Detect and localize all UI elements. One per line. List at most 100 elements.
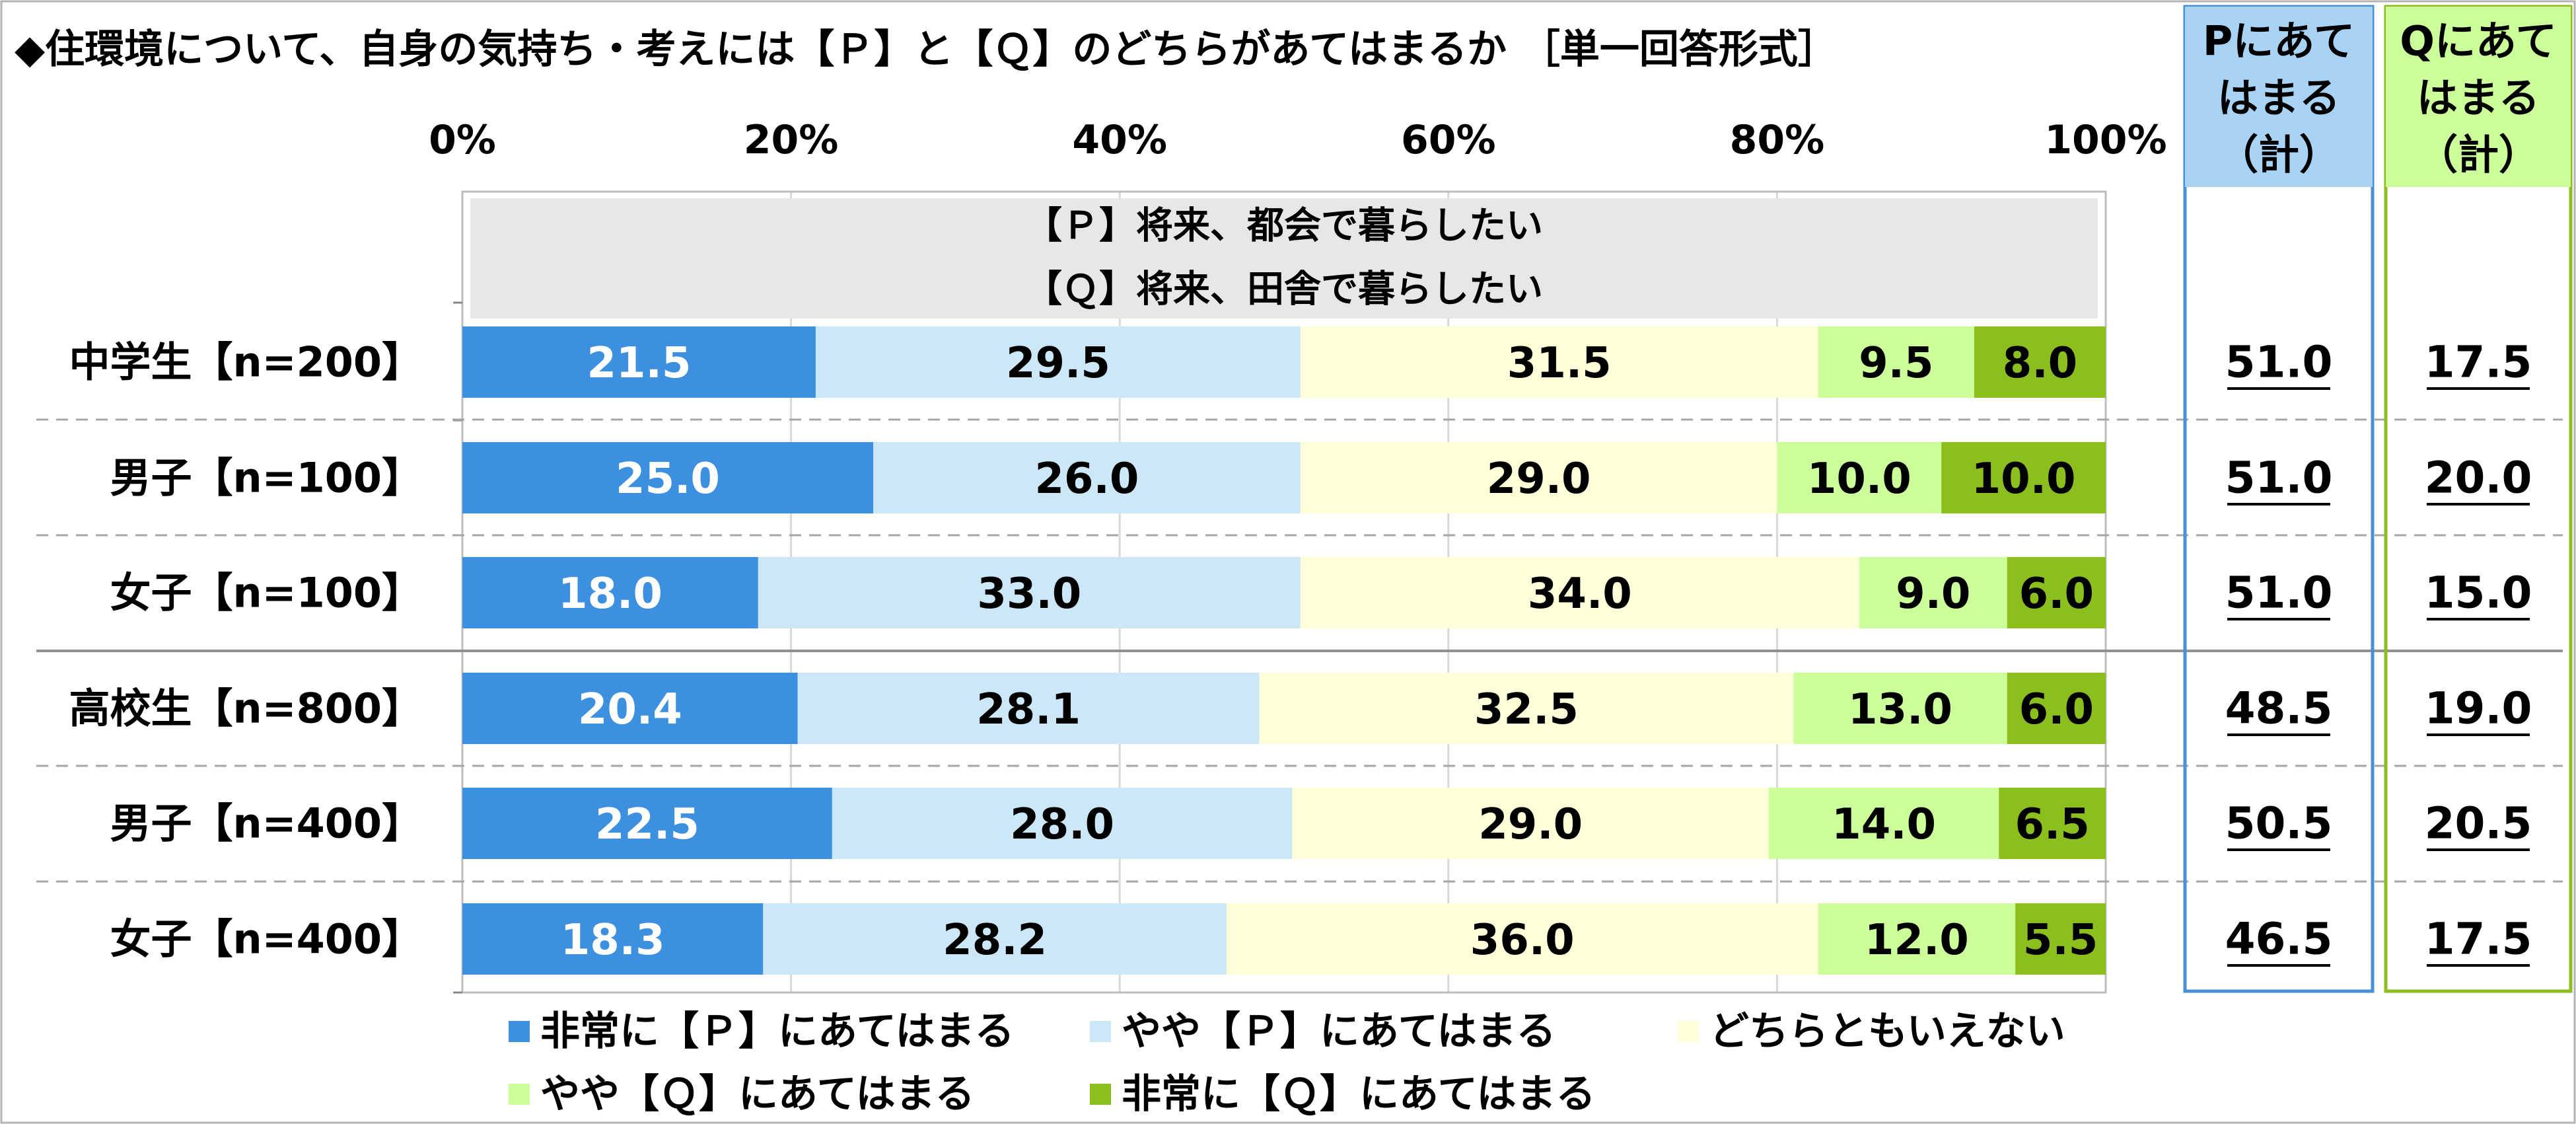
total-value: 46.5 bbox=[2225, 914, 2333, 965]
total-value: 51.0 bbox=[2225, 568, 2333, 618]
totals-header-text: はまる bbox=[2217, 74, 2340, 122]
bar-value-label: 28.2 bbox=[943, 916, 1047, 965]
bar-segment bbox=[1768, 788, 1999, 859]
bar-segment bbox=[462, 442, 873, 513]
bar-value-label: 14.0 bbox=[1832, 800, 1936, 849]
category-label: 高校生【n=800】 bbox=[69, 685, 423, 733]
total-value: 50.5 bbox=[2225, 798, 2333, 849]
total-value: 17.5 bbox=[2425, 914, 2532, 965]
bar-segment bbox=[815, 326, 1301, 398]
legend-label: どちらともいえない bbox=[1709, 1008, 2065, 1055]
bar-segment bbox=[462, 326, 816, 398]
bar-value-label: 8.0 bbox=[2003, 339, 2077, 388]
bar-value-label: 18.3 bbox=[561, 916, 665, 965]
total-value: 19.0 bbox=[2425, 683, 2532, 734]
totals-header-text: （計） bbox=[2417, 131, 2540, 179]
bar-value-label: 18.0 bbox=[558, 570, 662, 618]
bar-segment bbox=[763, 903, 1227, 975]
bar-value-label: 6.0 bbox=[2019, 570, 2094, 618]
bar-value-label: 25.0 bbox=[616, 455, 720, 504]
legend-label: やや【Ｐ】にあてはまる bbox=[1122, 1008, 1556, 1055]
legend-label: やや【Ｑ】にあてはまる bbox=[540, 1071, 975, 1117]
bar-segment bbox=[1300, 326, 1818, 398]
bar-value-label: 29.5 bbox=[1006, 339, 1110, 388]
bar-value-label: 9.5 bbox=[1859, 339, 1933, 388]
bar-value-label: 10.0 bbox=[1807, 455, 1912, 504]
legend-swatch bbox=[509, 1021, 530, 1042]
bar-segment bbox=[1292, 788, 1769, 859]
bar-segment bbox=[832, 788, 1293, 859]
bar-segment bbox=[1226, 903, 1818, 975]
bar-segment bbox=[1259, 673, 1794, 744]
bar-segment bbox=[462, 788, 832, 859]
bar-segment bbox=[2015, 903, 2106, 975]
bar-value-label: 33.0 bbox=[977, 570, 1081, 618]
x-tick-label: 40% bbox=[1072, 117, 1167, 163]
bar-value-label: 10.0 bbox=[1972, 455, 2076, 504]
bar-value-label: 26.0 bbox=[1034, 455, 1139, 504]
bar-value-label: 34.0 bbox=[1528, 570, 1632, 618]
x-tick-label: 20% bbox=[744, 117, 839, 163]
bar-segment bbox=[2007, 673, 2106, 744]
total-value: 20.0 bbox=[2425, 453, 2532, 504]
bar-value-label: 13.0 bbox=[1848, 685, 1952, 734]
statement-box bbox=[470, 198, 2098, 318]
bar-value-label: 9.0 bbox=[1896, 570, 1970, 618]
total-value: 51.0 bbox=[2225, 337, 2333, 388]
bar-segment bbox=[758, 557, 1301, 628]
total-value: 15.0 bbox=[2425, 568, 2532, 618]
bar-value-label: 5.5 bbox=[2023, 916, 2098, 965]
category-label: 男子【n=400】 bbox=[110, 800, 423, 848]
bar-segment bbox=[1300, 442, 1777, 513]
category-label: 女子【n=100】 bbox=[110, 569, 423, 617]
total-value: 17.5 bbox=[2425, 337, 2532, 388]
legend-label: 非常に【Ｑ】にあてはまる bbox=[1122, 1071, 1596, 1117]
legend-swatch bbox=[1090, 1084, 1111, 1105]
total-value: 51.0 bbox=[2225, 453, 2333, 504]
total-value: 20.5 bbox=[2425, 798, 2532, 849]
totals-header-text: Pにあて bbox=[2203, 17, 2355, 65]
x-tick-label: 80% bbox=[1730, 117, 1825, 163]
bar-value-label: 32.5 bbox=[1474, 685, 1579, 734]
bar-segment bbox=[873, 442, 1301, 513]
legend-label: 非常に【Ｐ】にあてはまる bbox=[540, 1008, 1015, 1055]
bar-segment bbox=[1999, 788, 2106, 859]
bar-segment bbox=[1793, 673, 2007, 744]
x-tick-label: 0% bbox=[429, 117, 496, 163]
x-tick-label: 60% bbox=[1401, 117, 1496, 163]
bar-segment bbox=[797, 673, 1260, 744]
bar-segment bbox=[1974, 326, 2106, 398]
bar-segment bbox=[462, 673, 798, 744]
bar-value-label: 21.5 bbox=[587, 339, 692, 388]
statement-p: 【Ｐ】将来、都会で暮らしたい bbox=[1025, 205, 1543, 248]
bar-value-label: 31.5 bbox=[1507, 339, 1612, 388]
bar-segment bbox=[1818, 903, 2016, 975]
bar-value-label: 12.0 bbox=[1865, 916, 1969, 965]
x-tick-label: 100% bbox=[2044, 117, 2166, 163]
category-label: 男子【n=100】 bbox=[110, 454, 423, 502]
totals-header-bg bbox=[2185, 7, 2373, 187]
bar-value-label: 29.0 bbox=[1487, 455, 1591, 504]
bar-segment bbox=[1777, 442, 1942, 513]
bar-segment bbox=[2007, 557, 2106, 628]
bar-value-label: 29.0 bbox=[1478, 800, 1583, 849]
bar-value-label: 22.5 bbox=[595, 800, 699, 849]
bar-value-label: 28.0 bbox=[1010, 800, 1114, 849]
chart-title: ◆住環境について、自身の気持ち・考えには【Ｐ】と【Ｑ】のどちらがあてはまるか ［… bbox=[15, 26, 1838, 73]
category-label: 中学生【n=200】 bbox=[69, 338, 423, 387]
total-value: 48.5 bbox=[2225, 683, 2333, 734]
category-label: 女子【n=400】 bbox=[110, 915, 423, 963]
legend-swatch bbox=[509, 1084, 530, 1105]
bar-segment bbox=[1818, 326, 1974, 398]
bar-value-label: 20.4 bbox=[578, 685, 682, 734]
totals-header-text: はまる bbox=[2417, 74, 2540, 122]
bar-segment bbox=[1859, 557, 2007, 628]
bar-segment bbox=[1300, 557, 1859, 628]
statement-q: 【Ｑ】将来、田舎で暮らしたい bbox=[1025, 268, 1543, 311]
bar-segment bbox=[462, 903, 764, 975]
bar-value-label: 36.0 bbox=[1470, 916, 1575, 965]
bar-value-label: 28.1 bbox=[976, 685, 1081, 734]
